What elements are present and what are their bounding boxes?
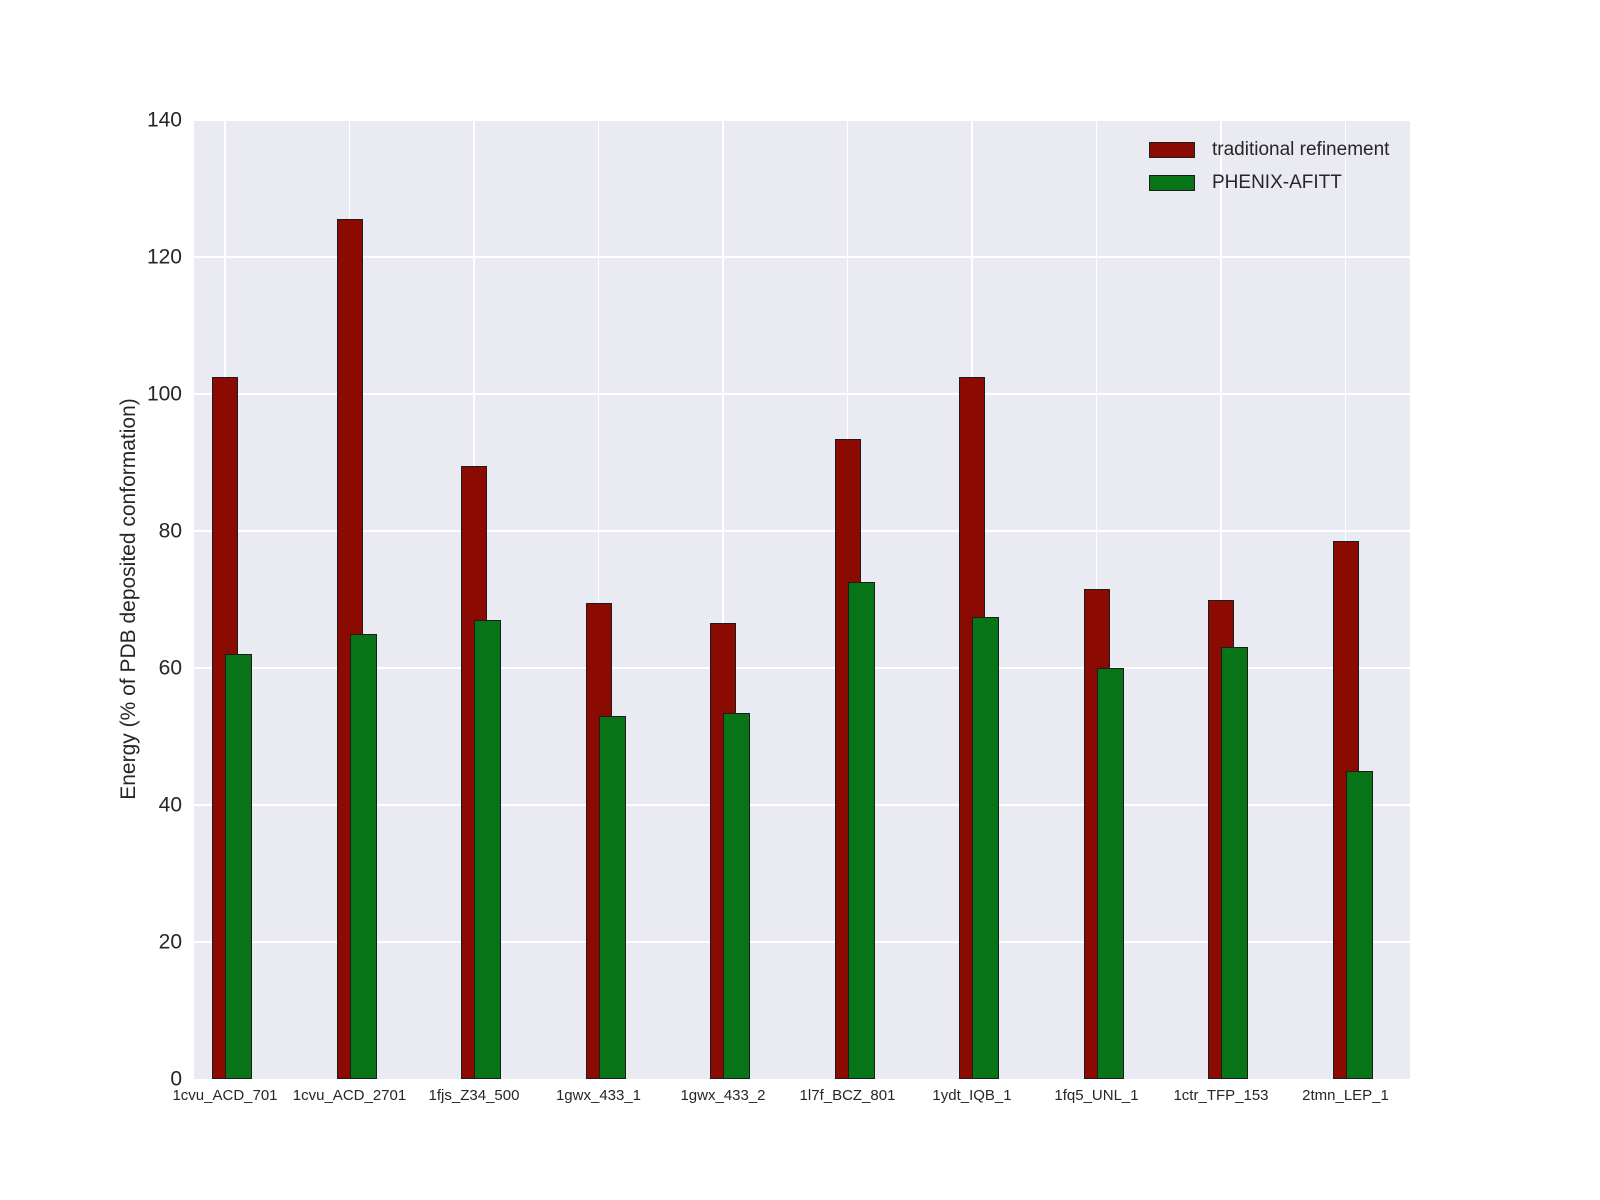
- legend-item-traditional: traditional refinement: [1149, 140, 1389, 159]
- plot-area: [194, 119, 1410, 1079]
- x-tick-label-1gwx_433_1: 1gwx_433_1: [555, 1087, 642, 1104]
- x-tick-label-1l7f_BCZ_801: 1l7f_BCZ_801: [799, 1087, 896, 1104]
- y-axis-label: Energy (% of PDB deposited conformation): [117, 398, 140, 800]
- x-tick-label-2tmn_LEP_1: 2tmn_LEP_1: [1302, 1087, 1389, 1104]
- bar-phenix-1l7f_BCZ_801: [847, 582, 875, 1079]
- y-tick-label-0: 0: [170, 1067, 182, 1091]
- gridline-h-60: [194, 667, 1410, 669]
- legend-swatch-phenix-icon: [1149, 174, 1195, 191]
- bar-phenix-2tmn_LEP_1: [1345, 770, 1373, 1079]
- gridline-h-20: [194, 941, 1410, 943]
- y-tick-label-100: 100: [146, 382, 182, 406]
- bar-phenix-1cvu_ACD_701: [225, 654, 252, 1079]
- gridline-h-80: [194, 530, 1410, 532]
- x-tick-label-1ctr_TFP_153: 1ctr_TFP_153: [1173, 1087, 1269, 1104]
- gridline-v-5: [722, 120, 724, 1079]
- legend-label-phenix: PHENIX-AFITT: [1212, 172, 1342, 193]
- x-tick-label-1fq5_UNL_1: 1fq5_UNL_1: [1054, 1087, 1139, 1104]
- legend: traditional refinement PHENIX-AFITT: [1149, 140, 1389, 206]
- gridline-h-100: [194, 393, 1410, 395]
- bar-phenix-1gwx_433_2: [723, 712, 750, 1079]
- legend-swatch-traditional-icon: [1149, 141, 1195, 158]
- legend-item-phenix: PHENIX-AFITT: [1149, 173, 1389, 192]
- bar-phenix-1cvu_ACD_2701: [349, 633, 377, 1079]
- bar-phenix-1fjs_Z34_500: [474, 620, 501, 1079]
- x-tick-label-1fjs_Z34_500: 1fjs_Z34_500: [428, 1087, 520, 1104]
- legend-label-traditional: traditional refinement: [1212, 139, 1390, 160]
- x-tick-label-1ydt_IQB_1: 1ydt_IQB_1: [932, 1087, 1012, 1104]
- y-tick-label-80: 80: [158, 519, 182, 543]
- y-tick-label-40: 40: [158, 793, 182, 817]
- gridline-v-4: [597, 120, 600, 1079]
- bar-phenix-1ydt_IQB_1: [972, 616, 999, 1079]
- gridline-h-120: [194, 256, 1410, 258]
- y-tick-label-20: 20: [158, 930, 182, 954]
- bar-phenix-1ctr_TFP_153: [1221, 647, 1248, 1079]
- x-tick-label-1cvu_ACD_2701: 1cvu_ACD_2701: [292, 1087, 407, 1104]
- gridline-h-140: [194, 119, 1410, 121]
- y-tick-label-120: 120: [146, 245, 182, 269]
- gridline-h-40: [194, 804, 1410, 806]
- y-tick-label-60: 60: [158, 656, 182, 680]
- bar-phenix-1gwx_433_1: [598, 715, 626, 1079]
- y-tick-label-140: 140: [146, 108, 182, 132]
- bar-phenix-1fq5_UNL_1: [1096, 668, 1124, 1079]
- x-tick-label-1cvu_ACD_701: 1cvu_ACD_701: [172, 1087, 278, 1104]
- x-tick-label-1gwx_433_2: 1gwx_433_2: [680, 1087, 766, 1104]
